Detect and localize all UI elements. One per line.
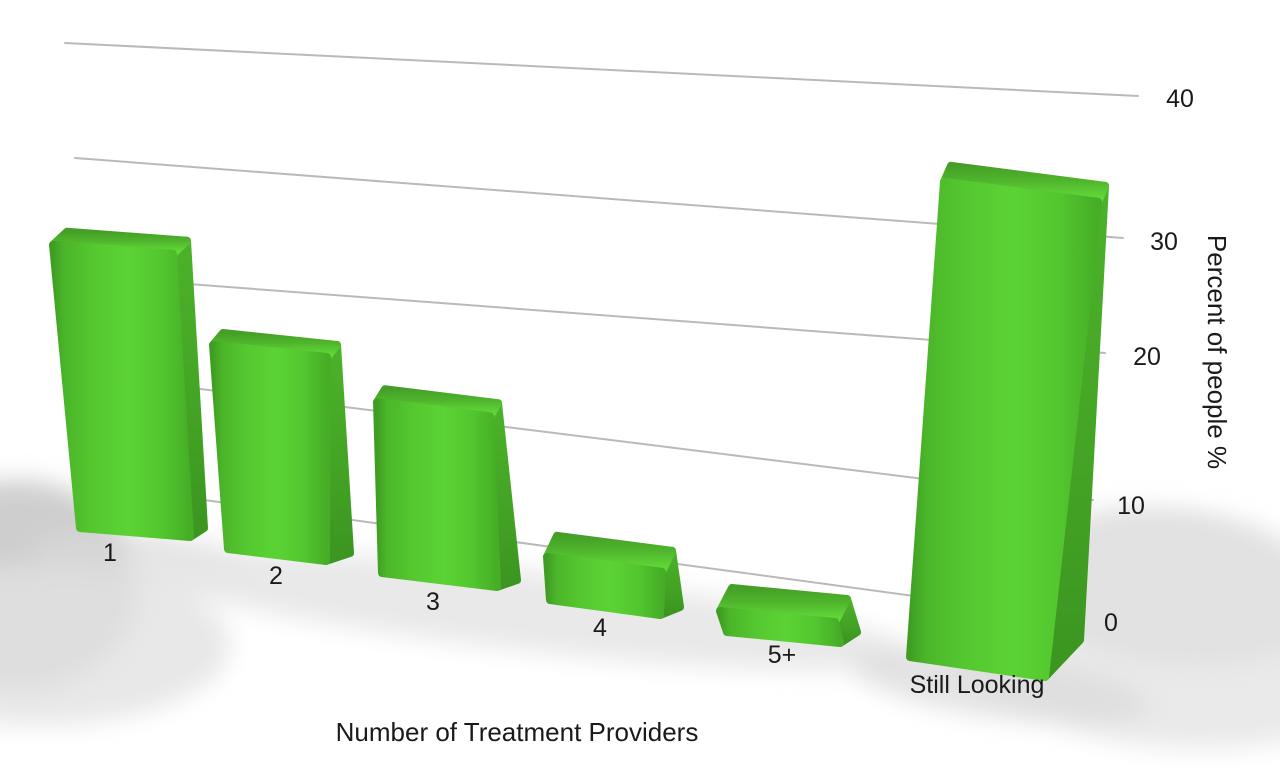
bar-front-face [209,341,331,565]
y-tick-label-40: 40 [1166,85,1194,113]
bar-front-face [373,398,501,591]
x-category-label-1: 1 [103,539,117,567]
gridline-40 [64,42,1139,97]
bar-still-looking [906,161,1109,681]
x-category-label-5: 5+ [768,641,797,669]
bar-1 [49,227,208,541]
bar-3 [373,385,521,591]
bar-4 [543,531,684,619]
y-axis-title: Percent of people % [1202,235,1232,469]
shadow-under-tall-bar [851,648,1149,724]
y-tick-label-0: 0 [1104,609,1118,637]
bar-front-face [906,177,1102,681]
y-tick-label-20: 20 [1133,343,1161,371]
shadow-under-mid-bars [122,549,918,671]
y-tick-label-10: 10 [1117,492,1145,520]
bar-5 [716,584,861,647]
y-tick-label-30: 30 [1150,228,1178,256]
x-category-label-4: 4 [593,614,607,642]
bar-front-face [543,552,666,619]
bar-front-face [716,607,844,647]
bar-front-face [49,240,194,541]
x-category-label-2: 2 [269,562,283,590]
axis-labels: 0 10 20 30 40 1 2 3 4 5+ Still Looking [103,85,1194,699]
x-category-label-still-looking: Still Looking [910,671,1045,699]
bars [49,161,1109,681]
bar-2 [209,329,354,565]
x-axis-title: Number of Treatment Providers [336,717,699,747]
x-category-label-3: 3 [426,588,440,616]
shadow-bottom-left-wide [0,565,230,725]
